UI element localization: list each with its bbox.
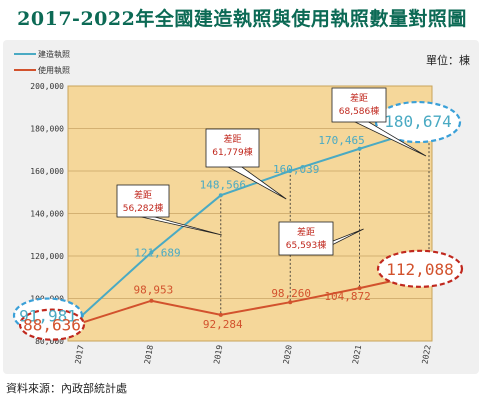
x-tick-label: 2020 [282, 344, 294, 365]
data-label: 88,636 [23, 316, 81, 335]
data-label: 98,953 [134, 284, 174, 297]
callout-value: 65,593棟 [286, 239, 327, 251]
page-title: 2017-2022年全國建造執照與使用執照數量對照圖 [17, 8, 467, 30]
callout-box [331, 87, 387, 123]
data-label: 121,689 [134, 246, 180, 259]
x-tick-label: 2018 [143, 344, 155, 365]
callout-box [116, 184, 170, 218]
data-point [218, 193, 223, 198]
legend-label-construction: 建造執照 [38, 49, 70, 59]
data-label: 98,260 [271, 287, 311, 300]
highlight-ellipse [376, 249, 464, 288]
source-note: 資料來源：內政部統計處 [6, 382, 127, 395]
series-line-1 [81, 271, 430, 324]
callout-box [205, 128, 260, 168]
x-tick-label: 2022 [420, 344, 432, 365]
legend: 建造執照 使用執照 [14, 49, 70, 75]
highlight-ellipse [18, 308, 86, 341]
data-label: 148,566 [200, 178, 246, 191]
callout-title: 差距 [223, 133, 241, 145]
y-tick-label: 180,000 [30, 125, 64, 134]
data-label: 112,088 [386, 260, 453, 279]
data-point [149, 298, 154, 303]
data-point [357, 146, 362, 151]
y-tick-label: 160,000 [30, 167, 64, 176]
data-label: 170,465 [318, 134, 364, 147]
data-point [288, 300, 293, 305]
data-label: 160,039 [273, 163, 319, 176]
legend-label-usage: 使用執照 [38, 65, 70, 75]
series-line-0 [81, 126, 430, 317]
callout-title: 差距 [297, 226, 315, 238]
data-label: 91,981 [19, 307, 77, 326]
data-label: 104,872 [324, 290, 370, 303]
x-axis: 2017 2018 2019 2020 2021 2022 [73, 344, 432, 365]
callout-value: 68,586棟 [339, 105, 380, 117]
data-point [288, 168, 293, 173]
x-tick-label: 2019 [212, 344, 224, 365]
data-label: 92,284 [203, 318, 243, 331]
callout-title: 差距 [350, 92, 368, 104]
callout-value: 61,779棟 [212, 146, 253, 158]
data-point [149, 250, 154, 255]
y-tick-label: 140,000 [30, 210, 64, 219]
y-tick-label: 80,000 [35, 337, 64, 346]
x-tick-label: 2021 [351, 344, 363, 365]
x-tick-label: 2017 [73, 344, 85, 365]
callout-box [278, 221, 334, 256]
callout-value: 56,282棟 [123, 202, 164, 214]
data-point [357, 286, 362, 291]
data-point [218, 312, 223, 317]
data-labels: 91,981 121,689 148,566 160,039 170,465 180,67… [19, 112, 454, 335]
y-tick-label: 200,000 [30, 82, 64, 91]
data-label: 180,674 [384, 112, 451, 131]
y-tick-label: 120,000 [30, 252, 64, 261]
callout-title: 差距 [134, 189, 152, 201]
unit-label: 單位：棟 [426, 53, 470, 67]
